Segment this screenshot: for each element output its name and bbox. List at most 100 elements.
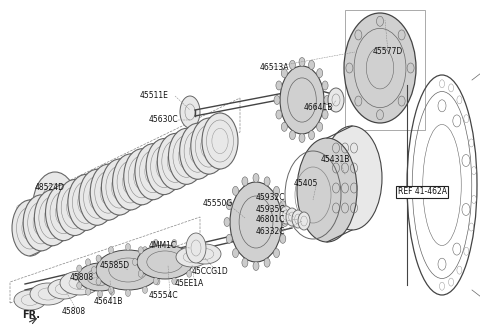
Ellipse shape [33, 172, 77, 238]
Ellipse shape [35, 190, 71, 246]
Ellipse shape [322, 126, 382, 230]
Text: 46332C: 46332C [255, 227, 285, 236]
Ellipse shape [317, 69, 323, 78]
Text: 45550G: 45550G [203, 199, 233, 209]
Ellipse shape [118, 265, 123, 272]
Ellipse shape [253, 261, 259, 271]
Ellipse shape [155, 278, 160, 285]
Ellipse shape [264, 177, 270, 186]
Ellipse shape [346, 63, 353, 73]
Ellipse shape [73, 274, 79, 280]
Ellipse shape [280, 201, 286, 210]
Ellipse shape [309, 131, 314, 140]
Text: 46513A: 46513A [260, 64, 289, 72]
Ellipse shape [274, 186, 279, 195]
Ellipse shape [109, 288, 115, 295]
Ellipse shape [12, 200, 48, 256]
Ellipse shape [97, 256, 103, 263]
Text: 45808: 45808 [70, 274, 94, 282]
Ellipse shape [232, 249, 239, 257]
Text: 46641B: 46641B [303, 102, 333, 112]
Text: 45EE1A: 45EE1A [174, 279, 204, 289]
Ellipse shape [124, 149, 160, 205]
Ellipse shape [324, 95, 330, 105]
Ellipse shape [328, 88, 344, 112]
Ellipse shape [376, 110, 384, 120]
Ellipse shape [292, 210, 304, 228]
Text: 45808: 45808 [62, 308, 86, 317]
Text: REF 41-462A: REF 41-462A [397, 188, 446, 196]
Ellipse shape [132, 258, 137, 265]
Ellipse shape [224, 217, 230, 227]
Ellipse shape [232, 186, 239, 195]
Ellipse shape [274, 95, 280, 105]
Ellipse shape [153, 277, 158, 284]
Ellipse shape [68, 174, 104, 230]
Ellipse shape [85, 288, 91, 295]
Text: 45630C: 45630C [148, 115, 178, 125]
Text: 45585D: 45585D [100, 260, 130, 270]
Ellipse shape [280, 234, 286, 243]
Ellipse shape [344, 13, 416, 123]
Ellipse shape [46, 185, 82, 241]
Ellipse shape [78, 263, 122, 291]
Ellipse shape [282, 217, 288, 227]
Ellipse shape [113, 154, 149, 210]
Ellipse shape [168, 128, 204, 184]
Ellipse shape [192, 258, 197, 265]
Ellipse shape [48, 279, 80, 299]
Ellipse shape [280, 206, 292, 224]
Ellipse shape [97, 291, 103, 297]
Ellipse shape [253, 174, 259, 182]
Ellipse shape [157, 133, 193, 190]
Ellipse shape [121, 274, 127, 280]
Ellipse shape [286, 208, 298, 226]
Ellipse shape [299, 57, 305, 67]
Ellipse shape [376, 16, 384, 26]
Ellipse shape [108, 286, 113, 294]
Ellipse shape [202, 113, 238, 169]
Text: 4MM1C: 4MM1C [149, 240, 177, 250]
Ellipse shape [85, 259, 91, 266]
Ellipse shape [77, 282, 82, 289]
Ellipse shape [137, 245, 193, 279]
Ellipse shape [96, 255, 101, 262]
Ellipse shape [57, 179, 93, 236]
Ellipse shape [101, 159, 137, 215]
Ellipse shape [276, 110, 282, 119]
Text: 45932C: 45932C [255, 193, 285, 201]
Ellipse shape [109, 259, 115, 266]
Ellipse shape [60, 271, 100, 295]
Ellipse shape [143, 247, 147, 254]
Text: 45554C: 45554C [148, 291, 178, 299]
Ellipse shape [143, 286, 147, 294]
Ellipse shape [407, 63, 414, 73]
Ellipse shape [276, 81, 282, 90]
Ellipse shape [226, 234, 232, 243]
Ellipse shape [155, 255, 160, 262]
Text: 45577D: 45577D [373, 48, 403, 56]
Ellipse shape [146, 139, 182, 195]
Ellipse shape [30, 283, 66, 305]
Ellipse shape [186, 233, 206, 263]
Text: 45405: 45405 [294, 178, 318, 188]
Ellipse shape [125, 243, 131, 251]
Ellipse shape [242, 258, 248, 267]
Ellipse shape [309, 60, 314, 70]
Ellipse shape [96, 250, 160, 290]
Ellipse shape [138, 270, 143, 277]
Ellipse shape [138, 247, 143, 254]
Ellipse shape [92, 266, 96, 274]
Ellipse shape [355, 96, 362, 106]
Text: 48524D: 48524D [35, 183, 65, 193]
Text: 45CCG1D: 45CCG1D [192, 268, 228, 277]
Ellipse shape [281, 69, 288, 78]
Ellipse shape [135, 144, 171, 200]
Ellipse shape [398, 96, 405, 106]
Ellipse shape [187, 247, 192, 254]
Ellipse shape [153, 239, 158, 246]
Ellipse shape [317, 122, 323, 132]
Text: FR.: FR. [22, 310, 40, 320]
Text: 45935C: 45935C [255, 204, 285, 214]
Ellipse shape [79, 169, 115, 225]
